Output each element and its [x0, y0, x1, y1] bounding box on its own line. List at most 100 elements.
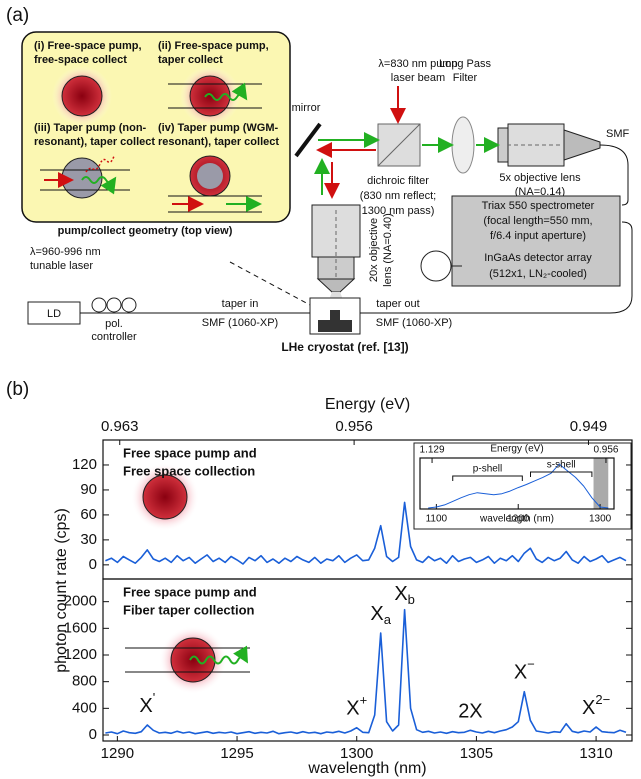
objective-label: 20x objective	[368, 218, 380, 282]
laser-label: λ=960-996 nm	[30, 246, 101, 258]
geometry-text: (ii) Free-space pump,	[158, 40, 269, 52]
peak-label-part: X	[346, 698, 359, 720]
pump-label: λ=830 nm pump	[378, 58, 457, 70]
peak-label: Xb	[394, 583, 415, 607]
x-tick-label: 1300	[589, 514, 612, 525]
fiber	[80, 221, 633, 314]
bracket	[530, 471, 593, 477]
y-tick-label: 0	[89, 556, 97, 573]
peak-label-part: X	[514, 662, 527, 684]
plot-frame	[102, 578, 633, 742]
peak-label: X'	[139, 690, 155, 717]
objective-label: 5x objective lens	[499, 172, 581, 184]
peak-label: X+	[346, 693, 367, 720]
chart-title: Free space collection	[123, 463, 255, 478]
spectrometer-label: Triax 550 spectrometer	[482, 200, 595, 212]
bracket-label: s-shell	[547, 460, 576, 471]
peak-label-part: '	[153, 690, 155, 705]
x2-axis-label: Energy (eV)	[325, 396, 410, 413]
geometry-text: free-space collect	[34, 54, 127, 66]
peak-label-part: a	[384, 612, 392, 627]
detector-label: InGaAs detector array	[484, 252, 592, 264]
y-tick-label: 90	[80, 481, 97, 498]
y-tick-label: 60	[80, 506, 97, 523]
pump-label: laser beam	[391, 72, 445, 84]
peak-label: X−	[514, 657, 535, 684]
filter-label: Filter	[453, 72, 478, 84]
spectrometer-label: f/6.4 input aperture)	[490, 230, 586, 242]
objective-label: lens (NA=0.40)	[382, 213, 394, 287]
x2-axis-label: Energy (eV)	[490, 444, 543, 455]
peak-label: X2−	[582, 692, 610, 719]
laser-box-label: LD	[47, 308, 61, 320]
leader-line	[229, 261, 311, 306]
y-tick-label: 1600	[64, 619, 97, 636]
x2-tick-label: 1.129	[420, 445, 445, 456]
peak-label-part: 2X	[458, 701, 482, 723]
y-axis-label: photon count rate (cps)	[53, 508, 70, 673]
detector-icon	[420, 250, 452, 282]
x-tick-label: 1290	[101, 745, 134, 762]
x-tick-label: 1100	[426, 514, 448, 525]
dichroic-label: 1300 nm pass)	[362, 205, 435, 217]
objective-20x	[311, 204, 361, 310]
y-tick-label: 1200	[64, 646, 97, 663]
x-tick-label: 1305	[460, 745, 493, 762]
peak-label-part: X	[394, 583, 407, 605]
cryostat-label: LHe cryostat (ref. [13])	[281, 340, 408, 354]
taper-label: SMF (1060-XP)	[202, 317, 278, 329]
detector-label: (512x1, LN₂-cooled)	[489, 268, 587, 280]
x2-tick-label: 0.956	[593, 445, 618, 456]
geometry-text: resonant), taper collect	[158, 136, 279, 148]
geometry-text: (iv) Taper pump (WGM-	[158, 122, 279, 134]
peak-label-part: 2−	[595, 692, 610, 707]
x2-tick-label: 0.956	[335, 418, 373, 435]
peak-label-part: X	[582, 697, 595, 719]
x-axis-label: wavelength (nm)	[307, 760, 426, 777]
panel-label: (b)	[6, 379, 29, 400]
objective-5x	[497, 123, 601, 167]
x-tick-label: 1310	[579, 745, 612, 762]
fiber	[599, 144, 629, 206]
taper-label: SMF (1060-XP)	[376, 317, 452, 329]
x-tick-label: 1300	[340, 745, 373, 762]
pol-label: pol.	[105, 318, 123, 330]
y-tick-label: 0	[89, 726, 97, 743]
geometry-text: resonant), taper collect	[34, 136, 155, 148]
cryostat	[309, 297, 361, 335]
bracket-label: p-shell	[473, 464, 502, 475]
peak-label-part: +	[360, 693, 368, 708]
y-tick-label: 400	[72, 699, 97, 716]
x-tick-label: 1295	[220, 745, 253, 762]
long-pass-filter	[451, 116, 475, 174]
taper-label: taper in	[222, 298, 259, 310]
geometry-text: (iii) Taper pump (non-	[34, 122, 147, 134]
y-tick-label: 30	[80, 531, 97, 548]
pol-label: controller	[91, 331, 137, 343]
shaded-region	[593, 458, 609, 509]
panel-label: (a)	[6, 5, 29, 26]
series-line	[428, 463, 609, 509]
peak-label-part: −	[527, 657, 535, 672]
dichroic-label: (830 nm reflect;	[360, 190, 436, 202]
x2-tick-label: 0.963	[101, 418, 139, 435]
filter-label: Long Pass	[439, 58, 491, 70]
x2-tick-label: 0.949	[570, 418, 608, 435]
geometry-caption: pump/collect geometry (top view)	[58, 225, 233, 237]
peak-label-part: X	[370, 603, 383, 625]
y-tick-label: 800	[72, 673, 97, 690]
geometry-icons	[40, 66, 262, 213]
chart-title: Free space pump and	[123, 584, 257, 599]
beam-arrows	[314, 132, 500, 199]
geometry-text: (i) Free-space pump,	[34, 40, 142, 52]
dichroic-label: dichroic filter	[367, 175, 429, 187]
pol-controller	[91, 297, 137, 313]
peak-label: 2X	[458, 701, 482, 723]
mirror-label: mirror	[292, 102, 321, 114]
peak-label-part: X	[139, 695, 152, 717]
x-axis-label: wavelength (nm)	[479, 514, 554, 525]
spot-icon	[125, 463, 250, 694]
objective-label: (NA=0.14)	[515, 186, 565, 198]
mirror	[294, 122, 322, 158]
taper-label: taper out	[376, 298, 419, 310]
